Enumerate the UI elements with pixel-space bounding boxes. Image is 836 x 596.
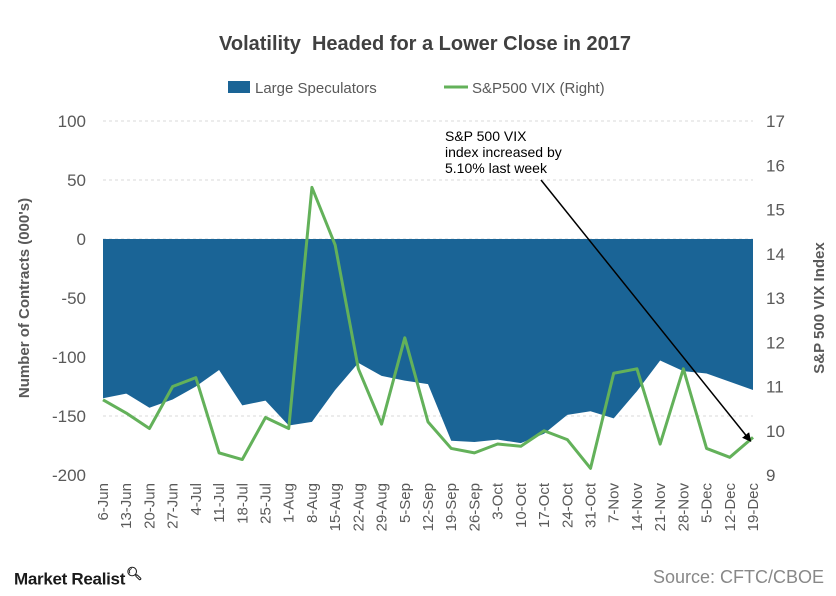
x-tick: 29-Aug: [374, 483, 391, 531]
x-tick: 5-Dec: [699, 483, 716, 524]
x-tick: 21-Nov: [652, 483, 669, 532]
x-tick: 7-Nov: [606, 483, 623, 524]
y-axis-right: 17 16 15 14 13 12 11 10 9: [766, 112, 785, 485]
chart-title: Volatility Headed for a Lower Close in 2…: [219, 33, 631, 55]
source-note: Source: CFTC/CBOE: [652, 567, 824, 587]
series-area-large-speculators: [103, 239, 753, 444]
x-tick: 19-Dec: [745, 483, 762, 532]
brand-logo: Market Realist🔍︎: [14, 566, 143, 590]
x-tick: 3-Oct: [490, 482, 507, 520]
annotation: S&P 500 VIX index increased by 5.10% las…: [445, 128, 752, 442]
annotation-line-3: 5.10% last week: [445, 160, 548, 176]
x-tick: 1-Aug: [281, 483, 298, 523]
y-tick-left: 100: [58, 112, 86, 131]
legend-swatch-large-speculators: [228, 81, 250, 93]
x-tick: 12-Dec: [722, 483, 739, 532]
x-axis: 6-Jun 13-Jun 20-Jun 27-Jun 4-Jul 11-Jul 18-Jul…: [95, 482, 762, 531]
x-tick: 6-Jun: [95, 483, 112, 521]
y-tick-right: 16: [766, 156, 785, 175]
brand-logo-text: Market Realist: [14, 569, 126, 589]
x-tick: 13-Jun: [118, 483, 135, 529]
x-tick: 22-Aug: [350, 483, 367, 531]
annotation-arrow: [540, 179, 752, 442]
x-tick: 10-Oct: [513, 482, 530, 528]
x-tick: 31-Oct: [583, 482, 600, 528]
vix-line-layer: [102, 185, 754, 470]
x-tick: 26-Sep: [466, 483, 483, 531]
x-tick: 4-Jul: [188, 483, 205, 516]
x-tick: 24-Oct: [559, 482, 576, 528]
y-tick-right: 9: [766, 466, 775, 485]
magnifier-q-icon: 🔍︎: [126, 566, 143, 581]
y-tick-right: 17: [766, 112, 785, 131]
x-tick: 20-Jun: [141, 483, 158, 529]
y-tick-right: 14: [766, 245, 785, 264]
x-tick: 18-Jul: [234, 483, 251, 524]
legend-label-vix: S&P500 VIX (Right): [472, 80, 605, 97]
x-tick: 11-Jul: [211, 483, 228, 523]
x-tick: 27-Jun: [165, 483, 182, 529]
x-tick: 28-Nov: [675, 483, 692, 532]
x-tick: 17-Oct: [536, 482, 553, 528]
y-axis-left-title: Number of Contracts (000's): [16, 198, 33, 398]
x-tick: 25-Jul: [258, 483, 275, 524]
y-tick-left: -200: [52, 466, 86, 485]
y-tick-left: -100: [52, 348, 86, 367]
annotation-line-2: index increased by: [445, 144, 562, 160]
plot-area: [102, 239, 754, 444]
y-tick-right: 15: [766, 201, 785, 220]
x-tick: 19-Sep: [443, 483, 460, 531]
x-tick: 8-Aug: [304, 483, 321, 523]
y-tick-right: 11: [766, 378, 784, 397]
x-tick: 15-Aug: [327, 483, 344, 531]
y-tick-left: 50: [67, 171, 86, 190]
legend: Large Speculators S&P500 VIX (Right): [228, 80, 605, 97]
x-tick: 12-Sep: [420, 483, 437, 531]
y-tick-left: 0: [77, 230, 86, 249]
y-tick-left: -50: [61, 289, 86, 308]
y-tick-left: -150: [52, 407, 86, 426]
y-axis-right-title: S&P 500 VIX Index: [811, 242, 828, 374]
x-tick: 5-Sep: [397, 483, 414, 523]
y-tick-right: 12: [766, 333, 785, 352]
annotation-line-1: S&P 500 VIX: [445, 128, 527, 144]
y-tick-right: 10: [766, 422, 785, 441]
y-axis-left: 100 50 0 -50 -100 -150 -200: [52, 112, 86, 485]
legend-label-large-speculators: Large Speculators: [255, 80, 377, 97]
x-tick: 14-Nov: [629, 483, 646, 532]
y-tick-right: 13: [766, 289, 785, 308]
